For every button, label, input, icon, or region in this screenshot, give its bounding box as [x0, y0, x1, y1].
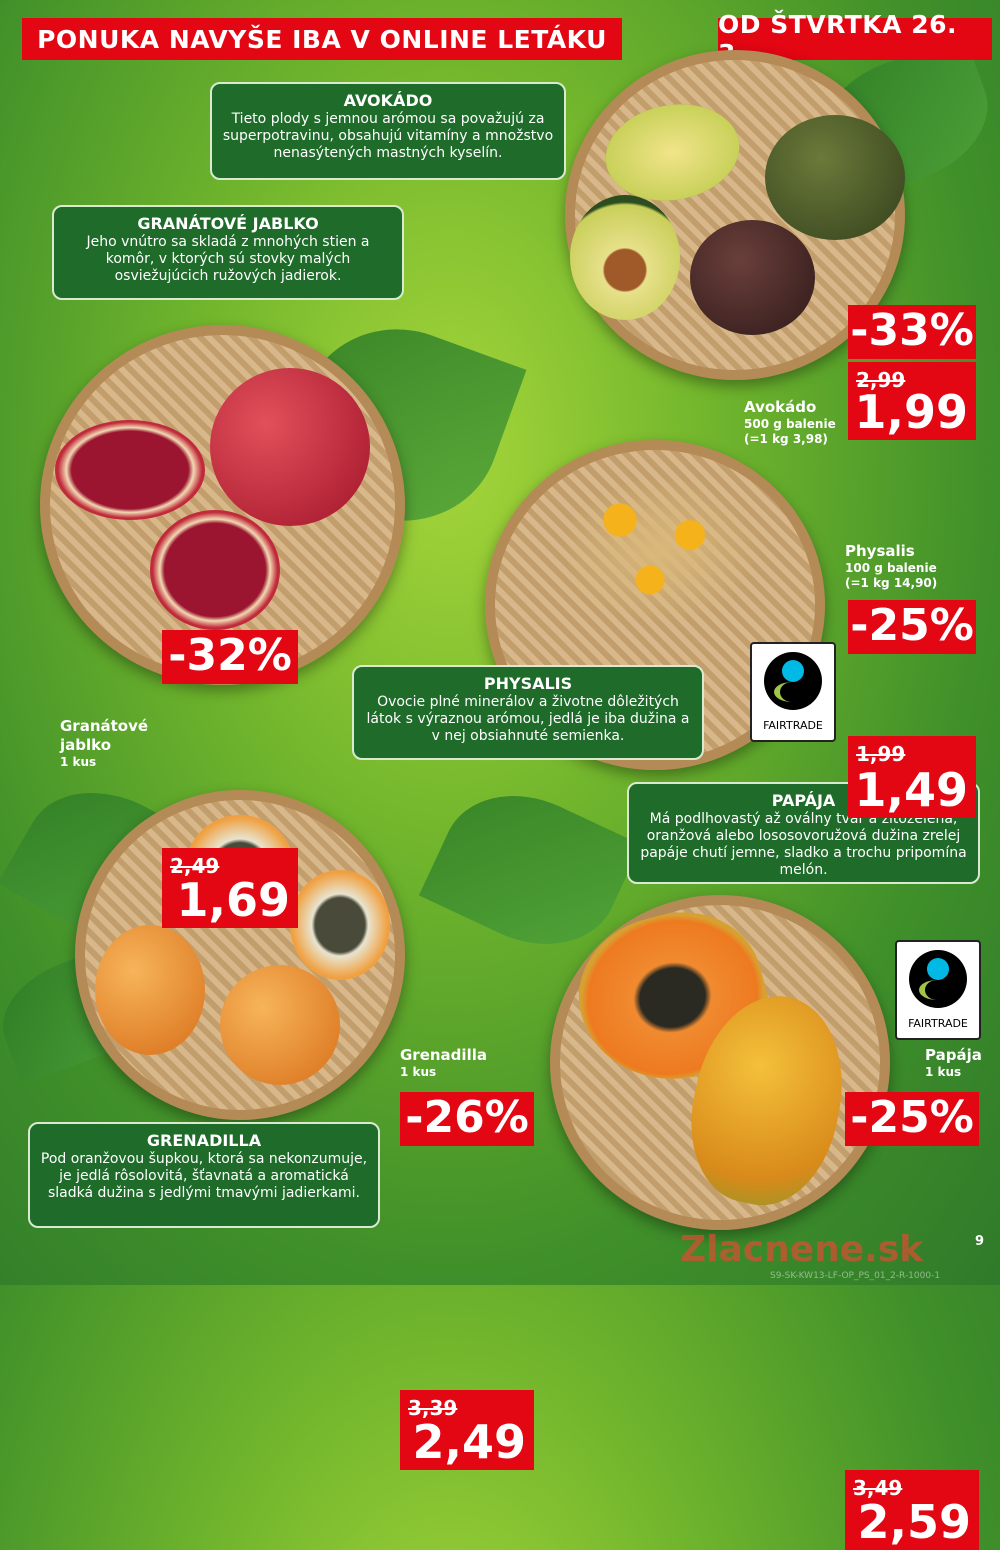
physalis-price-tag: 1,99 1,49: [848, 736, 976, 818]
info-text: Tieto plody s jemnou arómou sa považujú …: [222, 111, 554, 161]
info-text: Ovocie plné minerálov a životne dôležitý…: [366, 694, 690, 744]
new-price: 2,49: [412, 1415, 527, 1469]
old-price: 2,99: [856, 368, 906, 392]
product-name: Physalis: [845, 542, 915, 560]
papaya-price-tag: 3,49 2,59: [845, 1470, 979, 1550]
avocado-whole-dark: [690, 220, 815, 335]
badge-text: FAIRTRADE: [908, 1017, 968, 1030]
pomegranate-price-tag: 2,49 1,69: [162, 848, 298, 928]
print-code: S9-SK-KW13-LF-OP_PS_01_2-R-1000-1: [770, 1271, 941, 1281]
product-name: Avokádo: [744, 398, 817, 416]
grenadilla-price-tag: 3,39 2,49: [400, 1390, 534, 1470]
info-title: GRANÁTOVÉ JABLKO: [137, 214, 319, 233]
grenadilla-whole: [220, 965, 340, 1085]
product-pack: 1 kus: [60, 755, 97, 769]
avocado-whole-green: [765, 115, 905, 240]
fairtrade-logo-icon: [764, 652, 822, 710]
badge-text: FAIRTRADE: [763, 719, 823, 732]
product-name: Granátové: [60, 717, 149, 735]
old-price: 1,99: [856, 742, 906, 766]
pomegranate-half: [55, 420, 205, 520]
product-pack: 100 g balenie: [845, 561, 937, 575]
physalis-label: Physalis 100 g balenie (=1 kg 14,90): [845, 542, 937, 591]
product-pack: 1 kus: [925, 1065, 962, 1079]
physalis-fruits: [560, 475, 760, 625]
product-name: jablko: [60, 736, 112, 754]
product-pack: 500 g balenie: [744, 417, 836, 431]
unit-price: (=1 kg 14,90): [845, 576, 938, 590]
fairtrade-badge: FAIRTRADE: [750, 642, 836, 742]
physalis-discount: -25%: [848, 600, 976, 654]
new-price: 1,99: [854, 385, 969, 439]
online-promo-banner: PONUKA NAVYŠE IBA V ONLINE LETÁKU: [22, 18, 622, 60]
fairtrade-badge: FAIRTRADE: [895, 940, 981, 1040]
grenadilla-discount: -26%: [400, 1092, 534, 1146]
fairtrade-logo-icon: [909, 950, 967, 1008]
old-price: 2,49: [170, 854, 220, 878]
grenadilla-label: Grenadilla 1 kus: [400, 1046, 487, 1080]
info-title: GRENADILLA: [146, 1131, 262, 1150]
avocado-half-with-seed: [570, 195, 680, 320]
unit-price: (=1 kg 3,98): [744, 432, 828, 446]
papaya-discount: -25%: [845, 1092, 979, 1146]
avocado-info-box: AVOKÁDO Tieto plody s jemnou arómou sa p…: [210, 82, 566, 180]
info-title: PHYSALIS: [483, 674, 573, 693]
avocado-discount: -33%: [848, 305, 976, 359]
papaya-label: Papája 1 kus: [925, 1046, 982, 1080]
grenadilla-info-box: GRENADILLA Pod oranžovou šupkou, ktorá s…: [28, 1122, 380, 1228]
new-price: 2,59: [857, 1495, 972, 1549]
pomegranate-info-box: GRANÁTOVÉ JABLKO Jeho vnútro sa skladá z…: [52, 205, 404, 300]
product-pack: 1 kus: [400, 1065, 437, 1079]
pomegranate-discount: -32%: [162, 630, 298, 684]
new-price: 1,69: [176, 873, 291, 927]
grenadilla-half: [290, 870, 390, 980]
product-name: Papája: [925, 1046, 982, 1064]
watermark: Zlacnene.sk: [680, 1229, 924, 1270]
papaya-info-box: PAPÁJA Má podlhovastý až oválny tvar a ž…: [627, 782, 980, 884]
info-title: PAPÁJA: [771, 791, 836, 810]
avocado-price-tag: 2,99 1,99: [848, 362, 976, 440]
physalis-info-box: PHYSALIS Ovocie plné minerálov a životne…: [352, 665, 704, 760]
new-price: 1,49: [854, 763, 969, 817]
avocado-label: Avokádo 500 g balenie (=1 kg 3,98): [744, 398, 836, 447]
info-text: Má podlhovastý až oválny tvar a žltozele…: [640, 811, 967, 878]
grenadilla-whole: [95, 925, 205, 1055]
pomegranate-whole: [210, 368, 370, 526]
page-number: 9: [975, 1234, 985, 1249]
info-text: Pod oranžovou šupkou, ktorá sa nekonzumu…: [40, 1151, 368, 1201]
product-name: Grenadilla: [400, 1046, 487, 1064]
pomegranate-label: Granátové jablko 1 kus: [60, 717, 148, 770]
pomegranate-half: [150, 510, 280, 630]
info-text: Jeho vnútro sa skladá z mnohých stien a …: [86, 234, 370, 284]
info-title: AVOKÁDO: [343, 91, 433, 110]
